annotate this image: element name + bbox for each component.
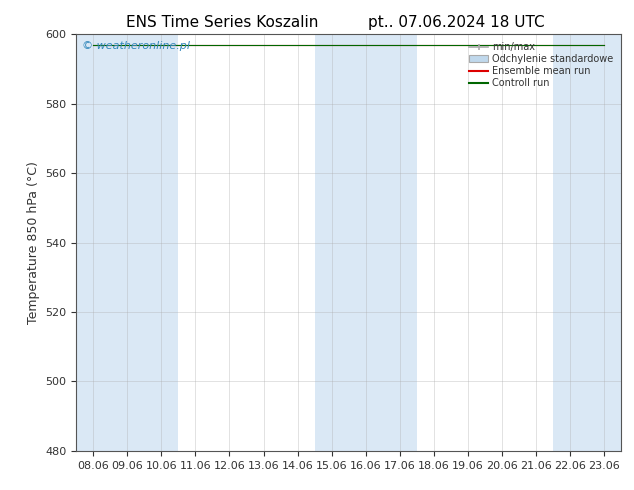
- Y-axis label: Temperature 850 hPa (°C): Temperature 850 hPa (°C): [27, 161, 39, 324]
- Legend: min/max, Odchylenie standardowe, Ensemble mean run, Controll run: min/max, Odchylenie standardowe, Ensembl…: [466, 39, 616, 91]
- Bar: [76, 34, 178, 451]
- Text: pt.. 07.06.2024 18 UTC: pt.. 07.06.2024 18 UTC: [368, 15, 545, 30]
- Bar: [553, 34, 621, 451]
- Text: ENS Time Series Koszalin: ENS Time Series Koszalin: [126, 15, 318, 30]
- Text: © weatheronline.pl: © weatheronline.pl: [82, 41, 190, 50]
- Bar: [314, 34, 417, 451]
